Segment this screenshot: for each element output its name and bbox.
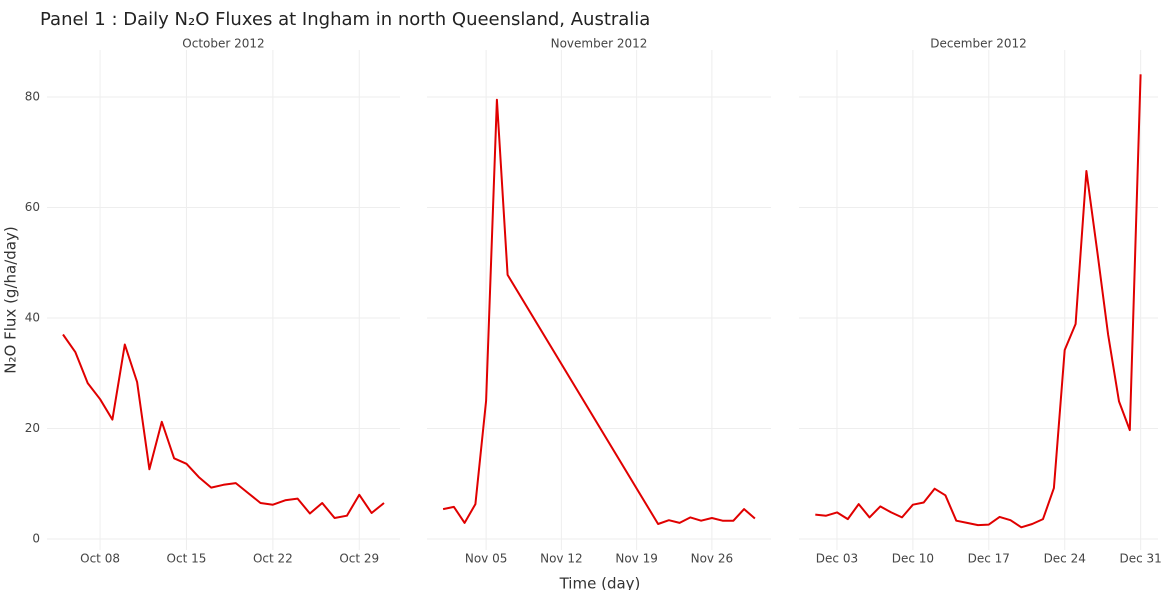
y-axis-title: N₂O Flux (g/ha/day) bbox=[2, 226, 20, 373]
x-tick-label: Dec 24 bbox=[1044, 552, 1086, 566]
x-tick-label: Oct 29 bbox=[339, 552, 379, 566]
y-tick-label: 80 bbox=[25, 89, 40, 103]
panel-title: December 2012 bbox=[930, 37, 1027, 51]
y-tick-label: 40 bbox=[25, 310, 40, 324]
flux-line bbox=[442, 98, 756, 525]
panel-title: November 2012 bbox=[551, 37, 648, 51]
x-tick-label: Oct 08 bbox=[80, 552, 120, 566]
x-tick-label: Oct 22 bbox=[253, 552, 293, 566]
x-tick-label: Nov 26 bbox=[691, 552, 734, 566]
x-tick-label: Dec 31 bbox=[1119, 552, 1161, 566]
y-tick-label: 20 bbox=[25, 421, 40, 435]
x-axis-title: Time (day) bbox=[559, 575, 641, 590]
y-tick-label: 0 bbox=[32, 531, 40, 545]
chart-title: Panel 1 : Daily N₂O Fluxes at Ingham in … bbox=[40, 9, 650, 30]
x-tick-label: Oct 15 bbox=[167, 552, 207, 566]
x-tick-label: Dec 03 bbox=[816, 552, 858, 566]
x-tick-label: Nov 05 bbox=[465, 552, 508, 566]
flux-line bbox=[815, 74, 1142, 529]
x-tick-label: Nov 19 bbox=[615, 552, 658, 566]
x-tick-label: Nov 12 bbox=[540, 552, 583, 566]
x-tick-label: Dec 10 bbox=[892, 552, 934, 566]
panel-title: October 2012 bbox=[182, 37, 264, 51]
x-tick-label: Dec 17 bbox=[968, 552, 1010, 566]
y-tick-label: 60 bbox=[25, 200, 40, 214]
flux-line bbox=[62, 333, 385, 519]
